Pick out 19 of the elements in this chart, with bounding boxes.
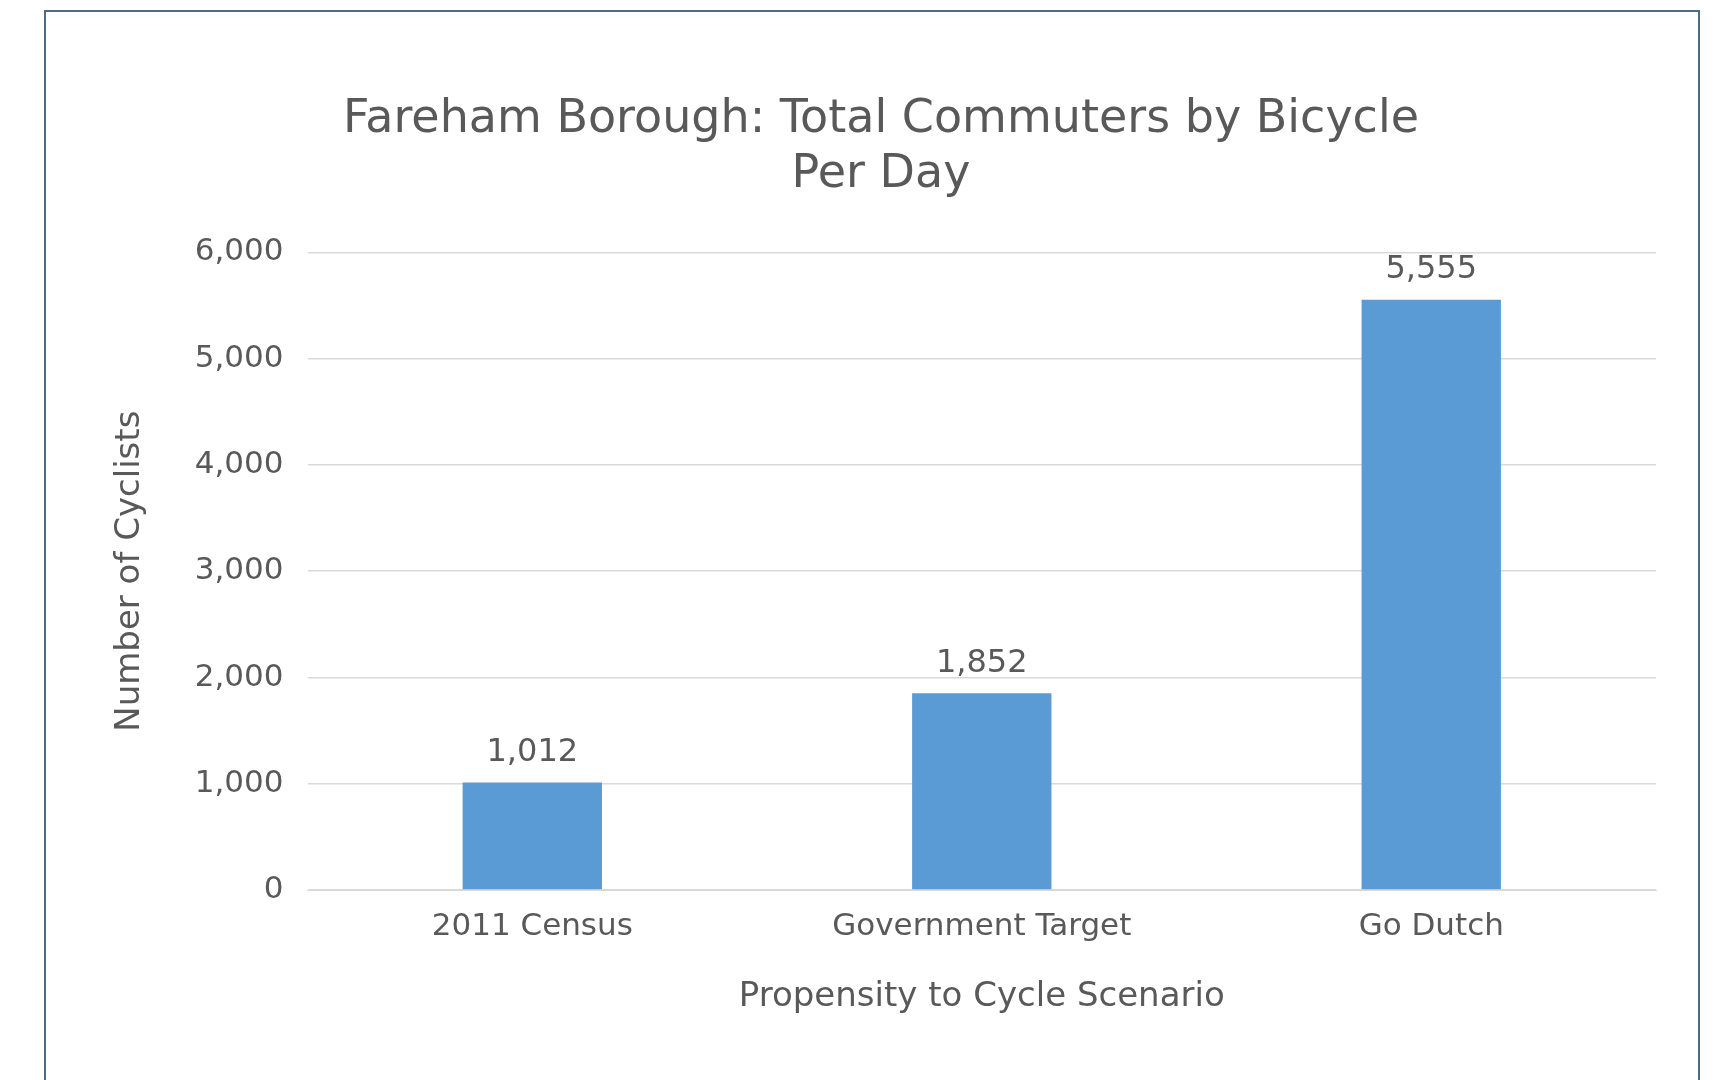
chart-title: Fareham Borough: Total Commuters by Bicycle Per Day	[343, 88, 1419, 198]
y-axis-title: Number of Cyclists	[107, 410, 148, 732]
x-tick-label: 2011 Census	[431, 905, 633, 942]
bar	[1361, 299, 1501, 890]
data-label: 1,852	[935, 641, 1028, 680]
x-tick-label: Go Dutch	[1358, 905, 1504, 942]
data-label: 5,555	[1385, 248, 1478, 286]
y-tick-label: 5,000	[194, 337, 284, 374]
y-tick-label: 3,000	[194, 550, 284, 587]
x-axis-title: Propensity to Cycle Scenario	[738, 974, 1225, 1015]
y-tick-label: 2,000	[194, 656, 284, 693]
bar	[912, 693, 1052, 890]
y-tick-label: 6,000	[194, 231, 284, 268]
y-tick-label: 1,000	[194, 762, 284, 799]
x-tick-label: Government Target	[832, 905, 1132, 942]
data-label: 1,012	[486, 730, 579, 769]
y-tick-label: 0	[263, 869, 284, 906]
y-tick-label: 4,000	[194, 443, 284, 480]
bar	[462, 782, 602, 890]
